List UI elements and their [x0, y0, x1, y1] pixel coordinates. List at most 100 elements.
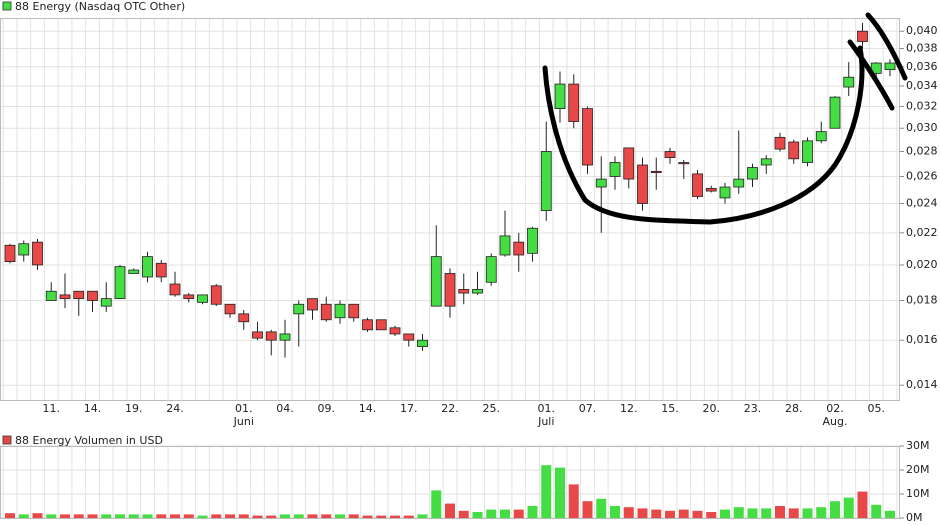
- volume-bar: [513, 509, 524, 518]
- y-tick-label: 0,030: [906, 121, 938, 134]
- volume-bar: [610, 506, 620, 518]
- volume-bar: [761, 508, 772, 518]
- volume-bar: [692, 510, 703, 518]
- x-tick-label: 22.: [441, 402, 459, 415]
- candle-body: [114, 266, 126, 300]
- candle-body: [527, 227, 538, 254]
- price-frame: [0, 18, 900, 401]
- legend-swatch: [2, 1, 12, 11]
- volume-bar: [156, 514, 167, 518]
- candle-body: [568, 83, 580, 122]
- candle-body: [210, 285, 222, 305]
- x-tick-label: 15.: [661, 402, 679, 415]
- volume-bar: [871, 504, 882, 518]
- hand-drawn-annotation: [542, 12, 908, 225]
- volume-bar: [348, 514, 359, 518]
- volume-bar: [885, 510, 895, 518]
- volume-bar: [46, 514, 57, 518]
- volume-bar: [87, 514, 98, 518]
- candle-body: [4, 244, 16, 263]
- candle-body: [320, 303, 332, 321]
- volume-bar: [183, 514, 194, 518]
- volume-bar: [527, 506, 538, 518]
- candle-body: [650, 170, 662, 174]
- volume-bar: [500, 509, 510, 518]
- candle-body: [802, 140, 813, 163]
- volume-bar: [568, 484, 579, 518]
- volume-bar: [733, 507, 744, 518]
- x-tick-label: 12.: [620, 402, 638, 415]
- volume-bar: [802, 508, 813, 518]
- candle-body: [265, 331, 277, 341]
- x-group-label: Aug.: [823, 415, 848, 428]
- candle-body: [884, 62, 896, 70]
- volume-bar: [335, 514, 345, 518]
- candle-body: [252, 331, 263, 339]
- candle-body: [582, 108, 593, 166]
- candle-body: [87, 290, 98, 301]
- x-tick-label: 14.: [359, 402, 377, 415]
- grid-layer: [0, 18, 900, 519]
- volume-bar: [665, 510, 675, 518]
- volume-bar: [362, 515, 373, 518]
- y-tick-label: 0,038: [906, 42, 938, 55]
- volume-bar: [816, 507, 827, 518]
- candle-body: [664, 151, 676, 158]
- x-tick-label: 20.: [703, 402, 721, 415]
- x-tick-label: 09.: [318, 402, 336, 415]
- candle-body: [45, 290, 57, 301]
- legend-swatch: [2, 435, 12, 445]
- candle-body: [238, 313, 250, 323]
- candle-body: [760, 158, 772, 166]
- x-tick-label: 11.: [43, 402, 61, 415]
- x-tick-label: 01.: [235, 402, 253, 415]
- volume-bar: [225, 514, 235, 518]
- volume-bar: [555, 467, 565, 518]
- candle-body: [32, 241, 43, 266]
- volume-bar: [857, 491, 868, 518]
- x-tick-label: 24.: [166, 402, 184, 415]
- x-tick-label: 14.: [84, 402, 102, 415]
- legend-label: 88 Energy (Nasdaq OTC Other): [15, 0, 185, 13]
- candle-body: [362, 319, 373, 331]
- candle-body: [747, 167, 758, 180]
- x-tick-label: 05.: [868, 402, 886, 415]
- volume-bar: [678, 509, 689, 518]
- volume-bar: [747, 508, 758, 518]
- volume-bar: [403, 515, 414, 518]
- candle-body: [279, 333, 291, 341]
- volume-bar: [238, 514, 249, 518]
- candle-body: [829, 96, 841, 129]
- candle-body: [444, 273, 456, 307]
- volume-bar: [307, 514, 318, 518]
- candle-body: [499, 235, 511, 256]
- candle-body: [59, 294, 71, 300]
- candle-body: [705, 187, 717, 192]
- volume-bar: [390, 515, 400, 518]
- candle-body: [389, 327, 401, 335]
- candle-body: [169, 283, 181, 296]
- volume-bar: [142, 514, 153, 518]
- volume-bar: [5, 513, 15, 518]
- volume-bar: [128, 514, 139, 518]
- y-tick-label: 0,026: [906, 169, 938, 182]
- x-tick-label: 07.: [579, 402, 597, 415]
- volume-bar: [197, 515, 208, 518]
- volume-bar: [541, 465, 552, 518]
- candle-body: [692, 173, 703, 197]
- candle-body: [348, 303, 360, 319]
- candle-body: [554, 83, 566, 109]
- candle-body: [155, 262, 167, 278]
- marks-layer: [4, 22, 896, 518]
- x-tick-label: 01.: [538, 402, 556, 415]
- candle-body: [403, 333, 415, 341]
- y-tick-label: 0,014: [906, 378, 938, 391]
- candle-body: [334, 303, 346, 319]
- volume-bar: [788, 508, 799, 518]
- y-tick-label: 0M: [906, 511, 923, 524]
- candle-body: [458, 289, 470, 294]
- volume-bar: [252, 515, 263, 518]
- volume-bar: [775, 506, 785, 518]
